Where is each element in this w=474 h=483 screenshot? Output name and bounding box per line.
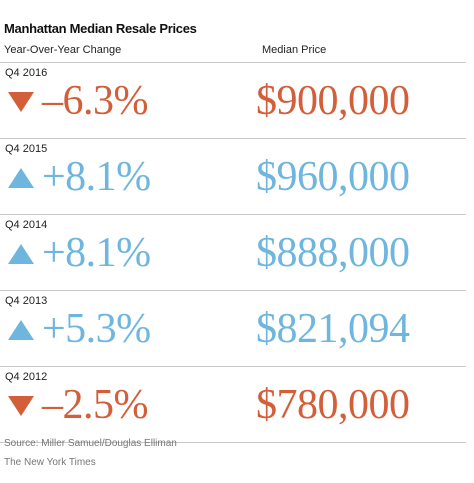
row-divider <box>0 214 466 215</box>
row-divider <box>0 290 466 291</box>
price-value: $780,000 <box>256 382 410 428</box>
change-value: +8.1% <box>42 154 151 200</box>
change-value: –2.5% <box>42 382 149 428</box>
price-value: $900,000 <box>256 78 410 124</box>
table-row: Q4 2015 +8.1% $960,000 <box>0 138 474 214</box>
source-note: Source: Miller Samuel/Douglas Elliman <box>4 438 177 449</box>
change-value: +5.3% <box>42 306 151 352</box>
row-divider <box>0 442 466 443</box>
change-value: –6.3% <box>42 78 149 124</box>
price-column-header: Median Price <box>262 44 327 56</box>
triangle-up-icon <box>8 320 34 340</box>
triangle-up-icon <box>8 168 34 188</box>
credit-note: The New York Times <box>4 457 96 468</box>
row-divider <box>0 366 466 367</box>
row-divider <box>0 62 466 63</box>
price-value: $960,000 <box>256 154 410 200</box>
chart-title: Manhattan Median Resale Prices <box>4 21 197 36</box>
period-label: Q4 2013 <box>5 295 48 307</box>
period-label: Q4 2014 <box>5 219 48 231</box>
triangle-up-icon <box>8 244 34 264</box>
change-column-header: Year-Over-Year Change <box>4 44 122 56</box>
triangle-down-icon <box>8 92 34 112</box>
triangle-down-icon <box>8 396 34 416</box>
table-row: Q4 2013 +5.3% $821,094 <box>0 290 474 366</box>
price-value: $821,094 <box>256 306 410 352</box>
price-value: $888,000 <box>256 230 410 276</box>
table-row: Q4 2014 +8.1% $888,000 <box>0 214 474 290</box>
change-value: +8.1% <box>42 230 151 276</box>
table-row: Q4 2016 –6.3% $900,000 <box>0 62 474 138</box>
table-row: Q4 2012 –2.5% $780,000 <box>0 366 474 442</box>
period-label: Q4 2016 <box>5 67 48 79</box>
row-divider <box>0 138 466 139</box>
period-label: Q4 2015 <box>5 143 48 155</box>
period-label: Q4 2012 <box>5 371 48 383</box>
